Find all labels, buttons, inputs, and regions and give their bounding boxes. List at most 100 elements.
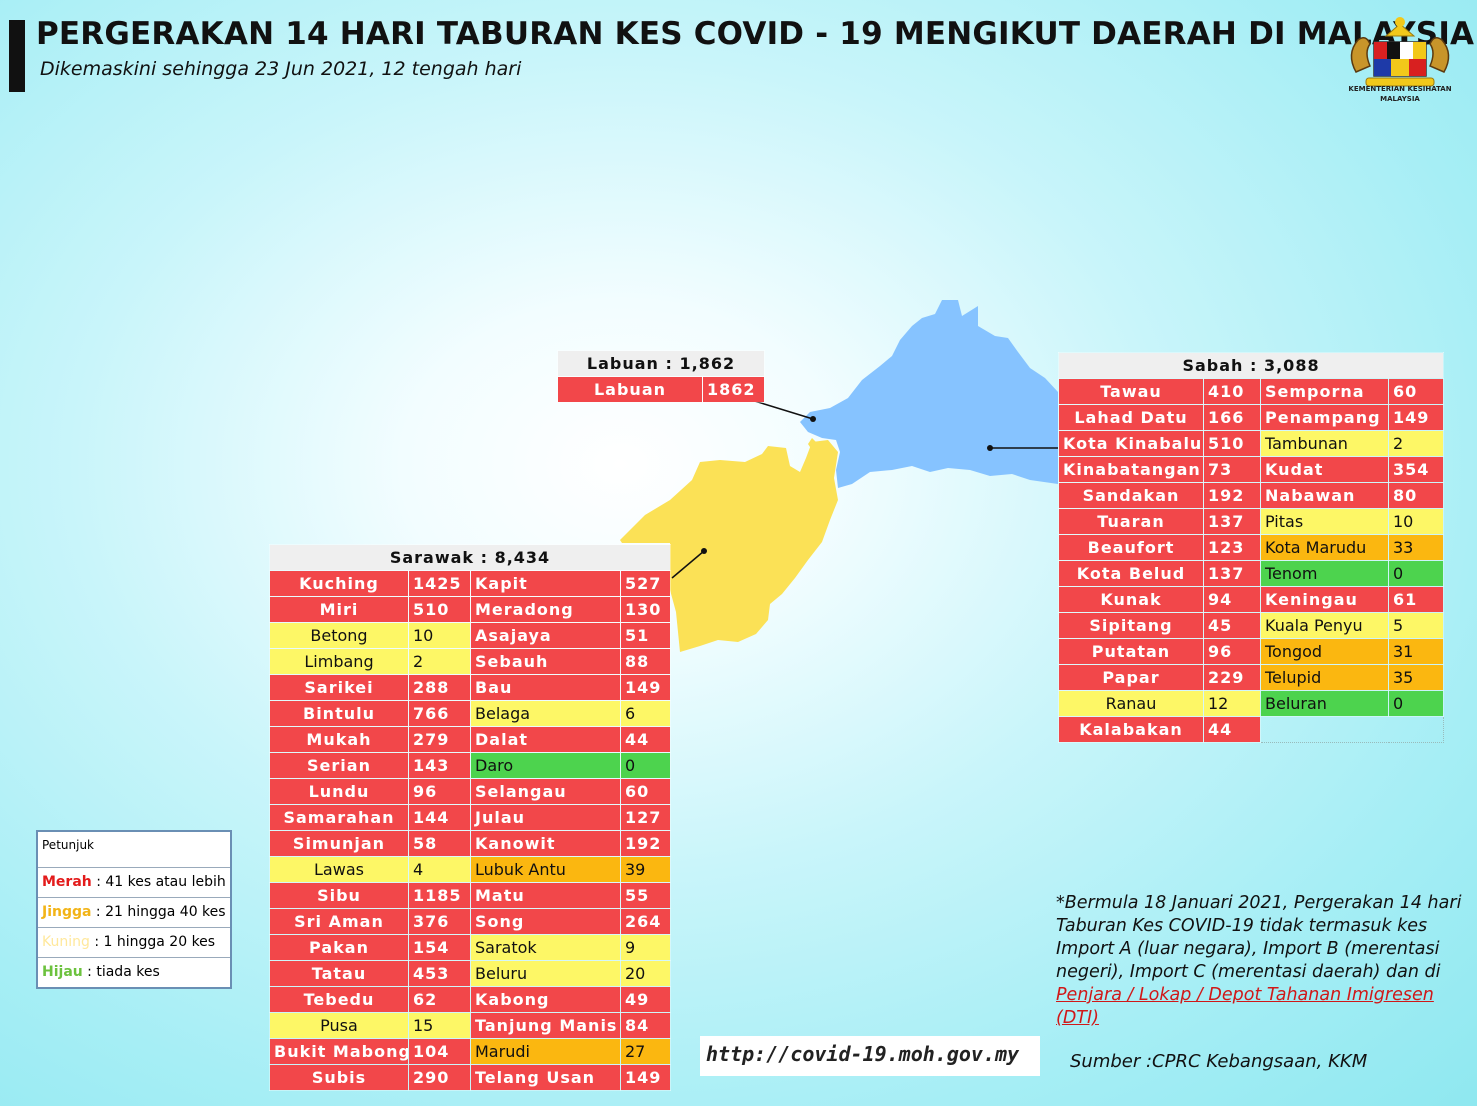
case-count: 137 (1203, 560, 1261, 587)
district-name: Meradong (470, 596, 621, 623)
case-count: 510 (408, 596, 471, 623)
table-row: Subis 290 Telang Usan 149 (269, 1064, 671, 1091)
case-count: 84 (620, 1012, 671, 1039)
case-count: 39 (620, 856, 671, 883)
case-count: 410 (1203, 378, 1261, 405)
district-name: Tatau (269, 960, 409, 987)
district-name: Labuan (557, 376, 703, 403)
district-name: Lahad Datu (1058, 404, 1204, 431)
district-name: Kuching (269, 570, 409, 597)
case-count: 60 (620, 778, 671, 805)
case-count: 290 (408, 1064, 471, 1091)
case-count: 192 (1203, 482, 1261, 509)
case-count: 137 (1203, 508, 1261, 535)
case-count: 62 (408, 986, 471, 1013)
district-name: Ranau (1058, 690, 1204, 717)
table-row: Samarahan 144 Julau 127 (269, 804, 671, 831)
district-name: Julau (470, 804, 621, 831)
empty-cell (1259, 716, 1445, 743)
district-name: Pusa (269, 1012, 409, 1039)
case-count: 61 (1387, 586, 1445, 613)
district-name: Kanowit (470, 830, 621, 857)
case-count: 80 (1387, 482, 1445, 509)
district-name: Sebauh (470, 648, 621, 675)
legend-key: Merah (42, 874, 92, 890)
table-row: Tatau 453 Beluru 20 (269, 960, 671, 987)
case-count: 49 (620, 986, 671, 1013)
table-row: Tawau 410 Semporna 60 (1058, 378, 1445, 405)
legend-key: Kuning (42, 934, 90, 950)
labuan-table-header: Labuan : 1,862 (556, 350, 766, 377)
sabah-marker (987, 445, 993, 451)
case-count: 96 (408, 778, 471, 805)
district-name: Tawau (1058, 378, 1204, 405)
district-name: Putatan (1058, 638, 1204, 665)
district-name: Subis (269, 1064, 409, 1091)
legend-item-kuning: Kuning : 1 hingga 20 kes (38, 928, 230, 958)
case-count: 354 (1387, 456, 1445, 483)
district-name: Tebedu (269, 986, 409, 1013)
district-name: Sri Aman (269, 908, 409, 935)
table-row: Tuaran 137 Pitas 10 (1058, 508, 1445, 535)
legend-key: Jingga (42, 904, 92, 920)
case-count: 0 (620, 752, 671, 779)
district-name: Sibu (269, 882, 409, 909)
district-name: Semporna (1260, 378, 1389, 405)
district-name: Beluru (470, 960, 621, 987)
district-name: Samarahan (269, 804, 409, 831)
case-count: 264 (620, 908, 671, 935)
source-credit: Sumber :CPRC Kebangsaan, KKM (1070, 1051, 1368, 1072)
case-count: 2 (1387, 430, 1445, 457)
district-name: Keningau (1260, 586, 1389, 613)
table-row: Sri Aman 376 Song 264 (269, 908, 671, 935)
table-row: Mukah 279 Dalat 44 (269, 726, 671, 753)
district-name: Song (470, 908, 621, 935)
sabah-region (800, 300, 1058, 488)
case-count: 0 (1387, 560, 1445, 587)
table-row: Sarikei 288 Bau 149 (269, 674, 671, 701)
legend-item-hijau: Hijau : tiada kes (38, 958, 230, 987)
district-name: Pitas (1260, 508, 1389, 535)
district-name: Bau (470, 674, 621, 701)
case-count: 12 (1203, 690, 1261, 717)
case-count: 2 (408, 648, 471, 675)
district-name: Kudat (1260, 456, 1389, 483)
case-count: 44 (620, 726, 671, 753)
case-count: 143 (408, 752, 471, 779)
case-count: 1862 (701, 376, 766, 403)
table-row: Sibu 1185 Matu 55 (269, 882, 671, 909)
case-count: 149 (620, 674, 671, 701)
district-name: Kalabakan (1058, 716, 1204, 743)
case-count: 127 (620, 804, 671, 831)
table-row: Lawas 4 Lubuk Antu 39 (269, 856, 671, 883)
case-count: 45 (1203, 612, 1261, 639)
case-count: 51 (620, 622, 671, 649)
district-name: Miri (269, 596, 409, 623)
legend-text: : 41 kes atau lebih (91, 874, 226, 890)
legend-item-jingga: Jingga : 21 hingga 40 kes (38, 898, 230, 928)
table-row: Kota Kinabalu 510 Tambunan 2 (1058, 430, 1445, 457)
table-row: Lundu 96 Selangau 60 (269, 778, 671, 805)
district-name: Kinabatangan (1058, 456, 1204, 483)
website-url[interactable]: http://covid-19.moh.gov.my (700, 1036, 1040, 1076)
footnote-link[interactable]: Penjara / Lokap / Depot Tahanan Imigrese… (1056, 985, 1434, 1028)
table-row: Ranau 12 Beluran 0 (1058, 690, 1445, 717)
table-row: Limbang 2 Sebauh 88 (269, 648, 671, 675)
table-row: Kota Belud 137 Tenom 0 (1058, 560, 1445, 587)
district-name: Selangau (470, 778, 621, 805)
case-count: 60 (1387, 378, 1445, 405)
legend-key: Hijau (42, 964, 83, 980)
case-count: 9 (620, 934, 671, 961)
district-name: Limbang (269, 648, 409, 675)
district-name: Simunjan (269, 830, 409, 857)
case-count: 44 (1203, 716, 1261, 743)
district-name: Kota Belud (1058, 560, 1204, 587)
district-name: Telang Usan (470, 1064, 621, 1091)
case-count: 510 (1203, 430, 1261, 457)
footnote: *Bermula 18 Januari 2021, Pergerakan 14 … (1056, 892, 1471, 1030)
page-title: PERGERAKAN 14 HARI TABURAN KES COVID - 1… (36, 16, 1475, 52)
district-name: Telupid (1260, 664, 1389, 691)
table-row: Pakan 154 Saratok 9 (269, 934, 671, 961)
case-count: 144 (408, 804, 471, 831)
sarawak-table-header: Sarawak : 8,434 (269, 544, 671, 571)
